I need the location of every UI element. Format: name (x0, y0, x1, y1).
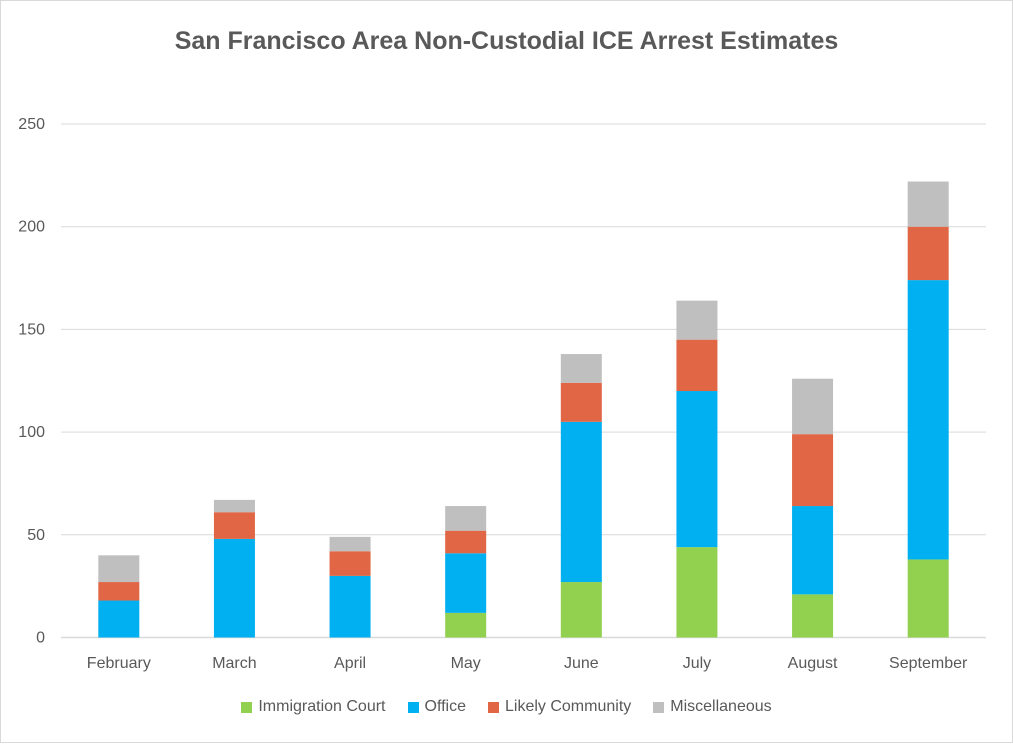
bar-segment-office (792, 506, 834, 595)
x-tick-label: April (334, 655, 366, 672)
bar-segment-office (329, 575, 371, 638)
legend-label: Miscellaneous (670, 698, 772, 715)
bar-segment-likely-community (792, 434, 834, 507)
bar-segment-office (676, 391, 718, 548)
legend-swatch (241, 701, 253, 713)
legend-label: Office (424, 698, 467, 715)
y-tick-label: 200 (18, 219, 45, 236)
bar-segment-likely-community (907, 226, 949, 281)
bar-segment-immigration-court (907, 559, 949, 638)
x-tick-label: August (788, 655, 838, 672)
x-tick-label: June (564, 655, 599, 672)
bar-segment-office (907, 280, 949, 560)
legend-item: Office (407, 698, 467, 716)
legend-label: Likely Community (505, 698, 632, 715)
bar-segment-miscellaneous (560, 354, 602, 383)
legend-label: Immigration Court (258, 698, 386, 715)
bar-segment-likely-community (98, 582, 140, 601)
x-tick-label: September (889, 655, 968, 672)
y-tick-label: 100 (18, 424, 45, 441)
bar-segment-immigration-court (560, 582, 602, 638)
bar-segment-likely-community (445, 530, 487, 554)
bar-segment-miscellaneous (213, 499, 255, 513)
x-tick-label: May (451, 655, 481, 672)
bar-segment-miscellaneous (329, 536, 371, 552)
x-tick-label: March (212, 655, 256, 672)
bar-segment-office (445, 553, 487, 613)
legend-item: Likely Community (488, 698, 631, 716)
bar-segment-likely-community (676, 339, 718, 392)
bar-segment-immigration-court (676, 547, 718, 638)
legend-swatch (488, 701, 499, 713)
legend-item: Miscellaneous (653, 698, 772, 716)
chart-title: San Francisco Area Non-Custodial ICE Arr… (174, 27, 839, 55)
bar-segment-immigration-court (445, 612, 487, 638)
legend: Immigration Court Office Likely Community M… (1, 698, 1012, 716)
bar-segment-miscellaneous (792, 378, 834, 435)
bar-segment-miscellaneous (907, 181, 949, 227)
bar-segment-likely-community (560, 382, 602, 422)
legend-swatch (653, 701, 665, 713)
bar-segment-office (98, 600, 140, 638)
bar-segment-office (560, 421, 602, 583)
x-tick-label: July (683, 655, 711, 672)
y-tick-label: 150 (18, 321, 45, 338)
y-tick-label: 50 (27, 527, 45, 544)
bar-segment-miscellaneous (445, 506, 487, 531)
bar-segment-office (213, 538, 255, 638)
y-tick-label: 0 (36, 630, 45, 647)
bar-segment-likely-community (213, 512, 255, 539)
bar-segment-immigration-court (792, 594, 834, 638)
bar-segment-likely-community (329, 551, 371, 576)
bar-segment-miscellaneous (98, 555, 140, 583)
x-tick-label: February (87, 655, 151, 672)
y-tick-label: 250 (18, 116, 45, 133)
legend-item: Immigration Court (241, 698, 386, 716)
legend-swatch (407, 701, 419, 713)
bar-segment-miscellaneous (676, 300, 718, 340)
